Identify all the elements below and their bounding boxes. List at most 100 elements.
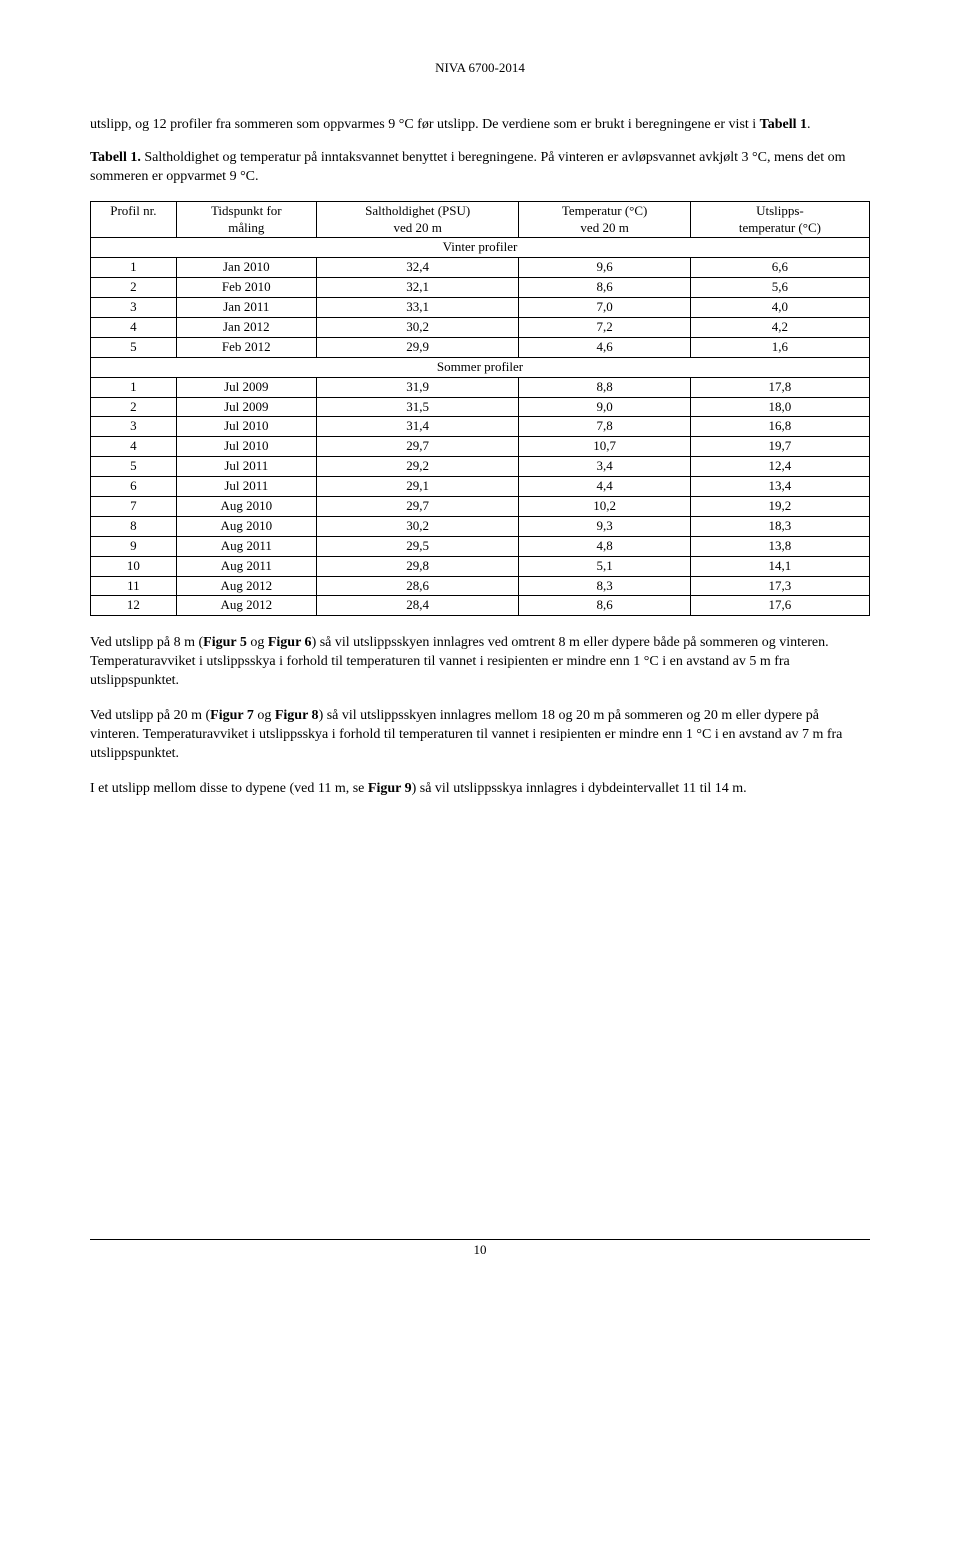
table-cell: 29,9 (316, 337, 519, 357)
table-cell: Jul 2010 (176, 417, 316, 437)
table-cell: 19,7 (690, 437, 869, 457)
table-cell: 4,0 (690, 298, 869, 318)
table-row: 1Jul 200931,98,817,8 (91, 377, 870, 397)
table-cell: 8,6 (519, 278, 690, 298)
table-cell: Jul 2011 (176, 477, 316, 497)
table-cell: 7 (91, 497, 177, 517)
table-cell: 8 (91, 516, 177, 536)
table-cell: 1 (91, 377, 177, 397)
table-cell: 28,6 (316, 576, 519, 596)
col-header-tidspunkt: Tidspunkt for måling (176, 201, 316, 238)
table-row: 6Jul 201129,14,413,4 (91, 477, 870, 497)
table-cell: Aug 2010 (176, 497, 316, 517)
col-header-utslipp: Utslipps- temperatur (°C) (690, 201, 869, 238)
table-row: 2Feb 201032,18,65,6 (91, 278, 870, 298)
p2-text-a: Ved utslipp på 20 m ( (90, 708, 210, 723)
table-cell: 32,4 (316, 258, 519, 278)
table-cell: 14,1 (690, 556, 869, 576)
table-cell: 6,6 (690, 258, 869, 278)
p1-text-c: og (247, 635, 268, 650)
table-cell: 4,2 (690, 318, 869, 338)
intro-text-1: utslipp, og 12 profiler fra sommeren som… (90, 117, 760, 132)
p1-text-a: Ved utslipp på 8 m ( (90, 635, 203, 650)
table-cell: 18,3 (690, 516, 869, 536)
table-cell: 8,3 (519, 576, 690, 596)
table-cell: 29,2 (316, 457, 519, 477)
table-cell: 3,4 (519, 457, 690, 477)
table-cell: 5 (91, 457, 177, 477)
intro-ref-tabell1: Tabell 1 (760, 117, 807, 132)
table-cell: 33,1 (316, 298, 519, 318)
col-header-temp: Temperatur (°C) ved 20 m (519, 201, 690, 238)
body-paragraph-1: Ved utslipp på 8 m (Figur 5 og Figur 6) … (90, 634, 870, 691)
table-cell: 9,6 (519, 258, 690, 278)
table-cell: Aug 2011 (176, 556, 316, 576)
table-cell: 17,6 (690, 596, 869, 616)
table-cell: Aug 2012 (176, 596, 316, 616)
table-cell: 10,2 (519, 497, 690, 517)
table-cell: 4 (91, 318, 177, 338)
table-row: 5Jul 201129,23,412,4 (91, 457, 870, 477)
caption-text: Saltholdighet og temperatur på inntaksva… (90, 150, 846, 184)
table-cell: 4,4 (519, 477, 690, 497)
intro-text-2: . (807, 117, 811, 132)
table-cell: 9 (91, 536, 177, 556)
table-cell: 5 (91, 337, 177, 357)
table-cell: 12,4 (690, 457, 869, 477)
table-cell: Jan 2011 (176, 298, 316, 318)
p3-text-a: I et utslipp mellom disse to dypene (ved… (90, 781, 368, 796)
table-cell: 7,2 (519, 318, 690, 338)
table-cell: 29,7 (316, 497, 519, 517)
table-row: 3Jul 201031,47,816,8 (91, 417, 870, 437)
table-cell: Jan 2010 (176, 258, 316, 278)
table-row: 10Aug 201129,85,114,1 (91, 556, 870, 576)
data-table: Profil nr. Tidspunkt for måling Salthold… (90, 201, 870, 617)
table-cell: Jul 2010 (176, 437, 316, 457)
table-cell: 8,8 (519, 377, 690, 397)
table-cell: Aug 2011 (176, 536, 316, 556)
table-section-row: Sommer profiler (91, 357, 870, 377)
page-number: 10 (90, 1239, 870, 1258)
col-header-profil-1: Profil nr. (110, 203, 156, 218)
table-cell: 5,1 (519, 556, 690, 576)
p3-text-c: ) så vil utslippsskya innlagres i dybdei… (412, 781, 747, 796)
col-header-ut-2: temperatur (°C) (739, 220, 821, 235)
table-cell: 29,7 (316, 437, 519, 457)
table-cell: 19,2 (690, 497, 869, 517)
table-cell: 5,6 (690, 278, 869, 298)
table-cell: Aug 2012 (176, 576, 316, 596)
table-cell: Aug 2010 (176, 516, 316, 536)
table-row: 4Jan 201230,27,24,2 (91, 318, 870, 338)
table-cell: Feb 2012 (176, 337, 316, 357)
table-cell: 28,4 (316, 596, 519, 616)
document-id: NIVA 6700-2014 (90, 60, 870, 76)
table-cell: Jul 2009 (176, 397, 316, 417)
col-header-salt-1: Saltholdighet (PSU) (365, 203, 470, 218)
table-row: 2Jul 200931,59,018,0 (91, 397, 870, 417)
table-cell: 10,7 (519, 437, 690, 457)
table-row: 8Aug 201030,29,318,3 (91, 516, 870, 536)
table-row: 12Aug 201228,48,617,6 (91, 596, 870, 616)
table-cell: 1 (91, 258, 177, 278)
table-cell: 29,5 (316, 536, 519, 556)
table-cell: 18,0 (690, 397, 869, 417)
table-section-row: Vinter profiler (91, 238, 870, 258)
table-cell: 30,2 (316, 516, 519, 536)
table-cell: 9,3 (519, 516, 690, 536)
col-header-tids-2: måling (228, 220, 264, 235)
table-cell: 31,4 (316, 417, 519, 437)
table-cell: 2 (91, 278, 177, 298)
table-cell: 16,8 (690, 417, 869, 437)
p2-ref-fig7: Figur 7 (210, 708, 254, 723)
table-row: 4Jul 201029,710,719,7 (91, 437, 870, 457)
table-cell: 7,0 (519, 298, 690, 318)
table-cell: 6 (91, 477, 177, 497)
col-header-ut-1: Utslipps- (756, 203, 804, 218)
table-cell: 29,1 (316, 477, 519, 497)
table-row: 9Aug 201129,54,813,8 (91, 536, 870, 556)
intro-paragraph: utslipp, og 12 profiler fra sommeren som… (90, 116, 870, 135)
col-header-salt-2: ved 20 m (393, 220, 441, 235)
table-cell: 4,8 (519, 536, 690, 556)
body-paragraph-3: I et utslipp mellom disse to dypene (ved… (90, 780, 870, 799)
table-cell: 13,8 (690, 536, 869, 556)
